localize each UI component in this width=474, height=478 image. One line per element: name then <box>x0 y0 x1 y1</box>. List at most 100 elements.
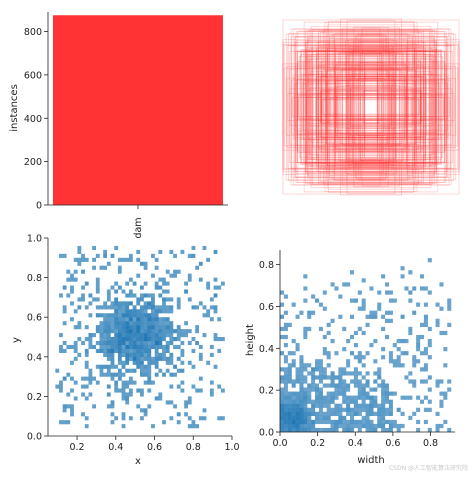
hist-cell <box>311 403 316 408</box>
hist-cell <box>381 411 386 416</box>
hist-cell <box>338 407 343 412</box>
hist-cell <box>427 343 432 348</box>
hist-cell <box>165 348 170 353</box>
hist-cell <box>346 403 351 408</box>
hist-cell <box>140 416 144 421</box>
hist-cell <box>125 325 130 330</box>
hist-cell <box>106 337 111 342</box>
hist-cell <box>303 298 308 303</box>
hist-cell <box>147 376 152 381</box>
hist-cell <box>353 411 358 416</box>
hist-cell <box>357 371 362 376</box>
hist-cell <box>291 403 296 408</box>
hist-cell <box>318 371 323 376</box>
bbox-outline <box>333 39 409 175</box>
hist-cell <box>377 411 382 416</box>
hist-cell <box>299 423 304 429</box>
hist-cell <box>283 403 288 408</box>
bbox-outline <box>283 67 459 147</box>
hist-cell <box>423 407 428 412</box>
hist-cell <box>84 396 89 401</box>
hist-cell <box>447 387 452 392</box>
hist-cell <box>162 420 166 425</box>
hist-cell <box>392 419 397 425</box>
hist-cell <box>423 419 428 425</box>
hist-cell <box>334 351 339 356</box>
hist-cell <box>176 325 181 330</box>
hist-cell <box>280 314 285 319</box>
bbox-outline <box>364 54 378 160</box>
hist-cell <box>381 379 386 384</box>
hist-cell <box>143 325 148 330</box>
hist-cell <box>202 416 207 421</box>
hist-cell <box>77 257 82 262</box>
hist-cell <box>136 356 141 361</box>
hist-cell <box>143 408 148 413</box>
bbox-outline <box>282 41 460 173</box>
bbox-outline <box>352 49 390 165</box>
hist-cell <box>92 344 96 350</box>
hist-cell <box>303 423 308 429</box>
hist-cell <box>198 356 203 361</box>
hist-cell <box>128 257 133 262</box>
hist-cell <box>136 317 141 322</box>
hist-cell <box>140 285 144 290</box>
hist-cell <box>416 407 421 412</box>
hist-cell <box>377 290 382 295</box>
hist-cell <box>180 329 185 334</box>
hist-cell <box>420 286 425 291</box>
hist-cell <box>361 383 366 388</box>
hist-cell <box>154 340 159 346</box>
hist-cell <box>121 380 126 385</box>
hist-cell <box>435 427 440 433</box>
hist-cell <box>283 322 288 327</box>
bbox-outline <box>326 34 416 180</box>
bbox-outline <box>285 33 457 181</box>
hist-cell <box>283 355 288 360</box>
hist-cell <box>128 329 133 334</box>
hist-cell <box>165 289 170 294</box>
hist-cell <box>420 399 425 404</box>
y-tick-label: 0.0 <box>27 432 42 443</box>
hist-cell <box>92 404 96 409</box>
hist-cell <box>338 423 343 429</box>
hist-cell <box>176 344 181 350</box>
bbox-outline <box>299 49 443 165</box>
hist-cell <box>121 416 126 421</box>
hist-cell <box>388 359 393 364</box>
hist-cell <box>125 309 130 314</box>
bbox-outline <box>312 46 430 168</box>
hist-cell <box>140 340 144 346</box>
hist-cell <box>283 419 288 425</box>
hist-cell <box>143 333 148 338</box>
hist-cell <box>151 309 155 314</box>
hist-cell <box>423 318 428 323</box>
hist-cell <box>132 309 137 314</box>
bbox-outline <box>362 90 380 124</box>
hist-cell <box>311 310 316 315</box>
hist-cell <box>117 313 122 318</box>
hist-cell <box>136 249 141 254</box>
hist-cell <box>346 363 351 368</box>
hist-cell <box>334 375 339 380</box>
hist-cell <box>400 266 405 271</box>
hist-cell <box>195 388 200 393</box>
hist-cell <box>350 427 355 433</box>
hist-cell <box>162 289 166 294</box>
hist-cell <box>173 364 177 369</box>
hist-cell <box>381 355 386 360</box>
bbox-outline <box>345 40 397 174</box>
hist-cell <box>62 309 67 314</box>
hist-cell <box>435 302 440 307</box>
hist-cell <box>176 269 181 274</box>
hist-cell <box>283 399 288 404</box>
hist-cell <box>158 317 163 322</box>
hist-cell <box>326 383 331 388</box>
hist-cell <box>84 416 89 421</box>
hist-cell <box>140 321 144 326</box>
hist-cell <box>322 371 327 376</box>
hist-cell <box>77 249 82 254</box>
hist-cell <box>342 379 347 384</box>
hist-cell <box>439 423 444 429</box>
hist-cell <box>59 348 63 353</box>
